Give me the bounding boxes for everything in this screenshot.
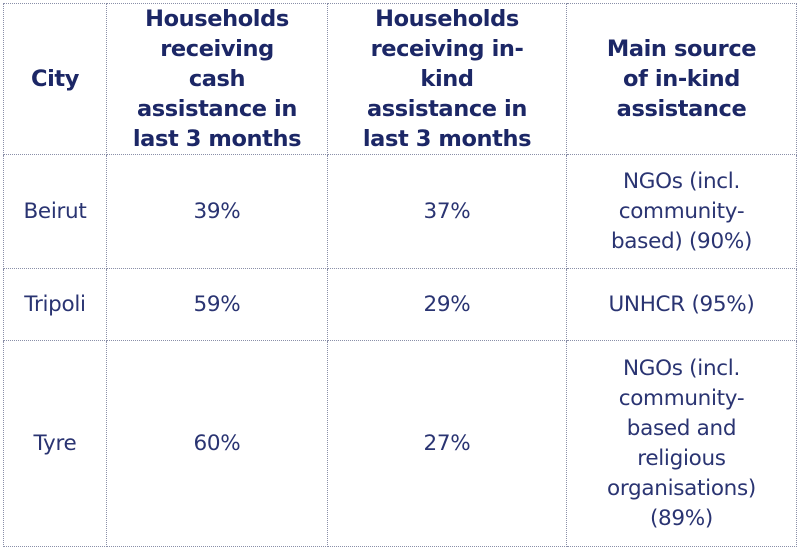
header-cash-assistance: Households receiving cash assistance in … xyxy=(106,3,328,155)
cell-source: NGOs (incl. community-based and religiou… xyxy=(566,340,797,547)
cell-city: Tyre xyxy=(3,340,107,547)
table-row: Tripoli 59% 29% UNHCR (95%) xyxy=(3,268,797,341)
header-row: City Households receiving cash assistanc… xyxy=(3,3,797,155)
cell-city: Beirut xyxy=(3,154,107,269)
cell-inkind: 37% xyxy=(327,154,567,269)
header-inkind-assistance: Households receiving in-kind assistance … xyxy=(327,3,567,155)
assistance-table: City Households receiving cash assistanc… xyxy=(3,3,797,547)
cell-cash: 39% xyxy=(106,154,328,269)
cell-cash: 59% xyxy=(106,268,328,341)
header-city: City xyxy=(3,3,107,155)
cell-city: Tripoli xyxy=(3,268,107,341)
cell-source: UNHCR (95%) xyxy=(566,268,797,341)
table-row: Tyre 60% 27% NGOs (incl. community-based… xyxy=(3,340,797,547)
cell-source: NGOs (incl. community-based) (90%) xyxy=(566,154,797,269)
cell-cash: 60% xyxy=(106,340,328,547)
header-main-source: Main source of in-kind assistance xyxy=(566,3,797,155)
cell-inkind: 27% xyxy=(327,340,567,547)
cell-inkind: 29% xyxy=(327,268,567,341)
table-row: Beirut 39% 37% NGOs (incl. community-bas… xyxy=(3,154,797,269)
